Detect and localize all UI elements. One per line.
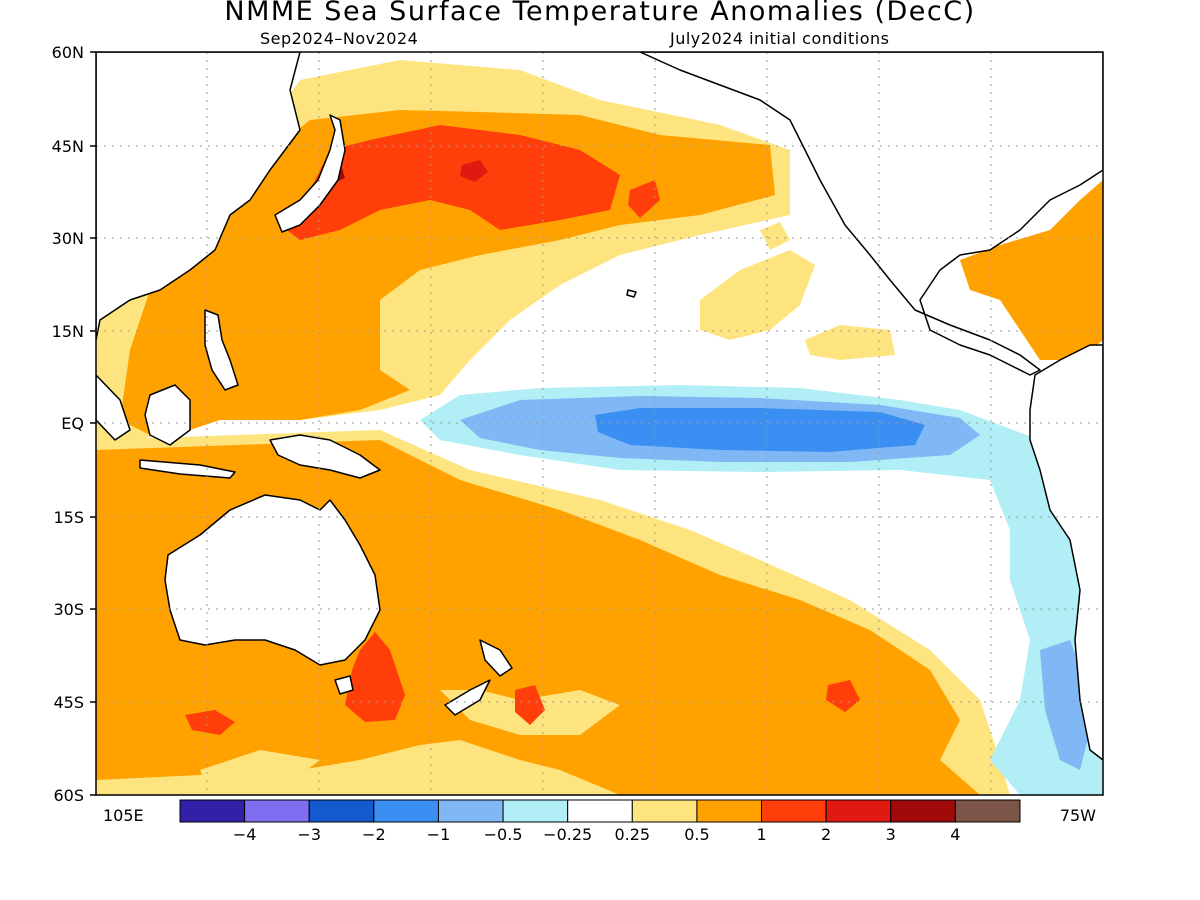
borneo bbox=[144, 384, 191, 446]
lon-label-west: 105E bbox=[103, 806, 144, 825]
map-title: NMME Sea Surface Temperature Anomalies (… bbox=[224, 0, 976, 27]
lat-label: 15N bbox=[52, 322, 84, 341]
lat-label: 15S bbox=[53, 508, 84, 527]
sumatra bbox=[96, 374, 131, 441]
lat-labels: 60N 45N 30N 15N EQ 15S 30S 45S 60S bbox=[52, 43, 84, 805]
anomaly-1-south-c bbox=[826, 680, 860, 712]
lat-axis bbox=[90, 51, 96, 796]
anomaly-0.5-atlantic bbox=[960, 180, 1103, 360]
lat-label: 45N bbox=[52, 137, 84, 156]
colorbar-tick-label: −1 bbox=[427, 825, 451, 844]
anomaly-field bbox=[96, 52, 1103, 795]
colorbar-swatch bbox=[437, 799, 504, 823]
colorbar-tick-label: −0.5 bbox=[484, 825, 523, 844]
colorbar-swatch bbox=[308, 799, 375, 823]
anomaly-neg1-tongue bbox=[595, 408, 925, 452]
colorbar-tick-label: 4 bbox=[950, 825, 960, 844]
colorbar-tick-label: 0.25 bbox=[614, 825, 650, 844]
lat-label: 30S bbox=[53, 600, 84, 619]
colorbar-swatch bbox=[567, 799, 633, 823]
colorbar-swatch bbox=[761, 799, 827, 823]
lon-label-east: 75W bbox=[1060, 806, 1096, 825]
anomaly-0.25-ne-patch2 bbox=[805, 325, 895, 360]
hawaii bbox=[626, 289, 637, 298]
colorbar-tick-label: −2 bbox=[362, 825, 386, 844]
colorbar-tick-label: 2 bbox=[821, 825, 831, 844]
land bbox=[96, 52, 1103, 761]
north-america bbox=[639, 52, 1103, 376]
forecast-period: Sep2024–Nov2024 bbox=[260, 29, 419, 48]
lat-label: 45S bbox=[53, 693, 84, 712]
lat-label: 60S bbox=[53, 786, 84, 805]
australia bbox=[164, 494, 381, 666]
colorbar-swatch bbox=[890, 799, 956, 823]
south-america bbox=[1029, 344, 1103, 761]
colorbar-swatch bbox=[954, 799, 1021, 823]
anomaly-2-north bbox=[460, 160, 488, 182]
new-zealand-north bbox=[479, 639, 513, 677]
anomaly-1-north-small bbox=[628, 180, 660, 218]
tasmania bbox=[334, 675, 354, 695]
philippines bbox=[204, 309, 239, 391]
java bbox=[139, 459, 236, 479]
colorbar-tick-label: −3 bbox=[297, 825, 321, 844]
colorbar-tick-label: −4 bbox=[233, 825, 257, 844]
colorbar-swatch bbox=[631, 799, 698, 823]
lat-label: EQ bbox=[61, 414, 84, 433]
colorbar-swatch bbox=[179, 799, 246, 823]
lat-label: 60N bbox=[52, 43, 84, 62]
colorbar-tick-label: −0.25 bbox=[543, 825, 592, 844]
new-guinea bbox=[269, 434, 381, 479]
asia-mainland bbox=[96, 52, 301, 341]
colorbar-swatch bbox=[373, 799, 439, 823]
colorbar-tick-label: 1 bbox=[756, 825, 766, 844]
colorbar-swatch bbox=[825, 799, 892, 823]
anomaly-0.25-south-gap2 bbox=[200, 750, 320, 790]
anomaly-1-tasman bbox=[345, 632, 405, 722]
anomaly-1-north bbox=[280, 125, 620, 240]
colorbar-swatch bbox=[696, 799, 763, 823]
colorbar-swatch bbox=[244, 799, 310, 823]
anomaly-1-south-b bbox=[515, 685, 545, 725]
new-zealand-south bbox=[444, 679, 491, 716]
lat-label: 30N bbox=[52, 229, 84, 248]
colorbar-tick-label: 0.5 bbox=[684, 825, 709, 844]
anomaly-1-south-a bbox=[185, 710, 235, 735]
colorbar: −4 −3 −2 −1 −0.5 −0.25 0.25 0.5 1 2 3 4 bbox=[179, 799, 1021, 844]
colorbar-swatch bbox=[502, 799, 569, 823]
anomaly-0.25-ne-patch bbox=[700, 250, 815, 340]
colorbar-tick-label: 3 bbox=[886, 825, 896, 844]
japan bbox=[274, 114, 346, 233]
initial-conditions: July2024 initial conditions bbox=[670, 29, 890, 48]
